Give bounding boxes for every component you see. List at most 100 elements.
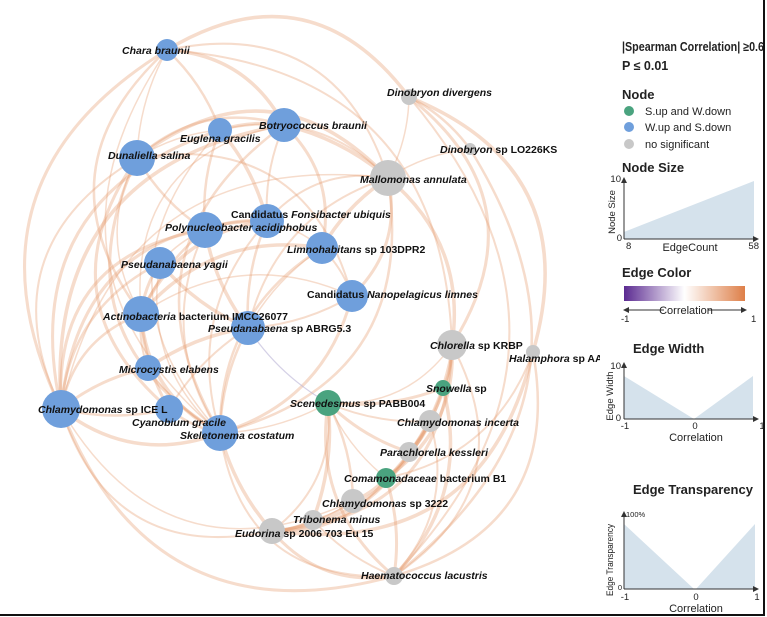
node-pabrg[interactable] bbox=[231, 311, 265, 345]
node-dinodiv[interactable] bbox=[401, 89, 417, 105]
positive-edge bbox=[166, 14, 411, 99]
node-haemato[interactable] bbox=[385, 567, 403, 585]
node-microcystis[interactable] bbox=[135, 355, 161, 381]
positive-edge bbox=[139, 243, 323, 316]
positive-edge bbox=[393, 96, 511, 577]
node-label-part: sp LO226KS bbox=[493, 144, 558, 156]
node-snowella[interactable] bbox=[435, 380, 451, 396]
node-chlam3222[interactable] bbox=[341, 489, 365, 513]
node-nanopel[interactable] bbox=[336, 280, 368, 312]
node-label-part: Skeletonema costatum bbox=[180, 430, 294, 442]
node-label-part: sp ICE L bbox=[123, 404, 169, 416]
positive-edge bbox=[116, 157, 142, 315]
node-label-part: Chara braunii bbox=[122, 45, 191, 57]
node-tribonema[interactable] bbox=[303, 510, 323, 530]
positive-edge bbox=[393, 351, 540, 578]
edge-width-ylabel: Edge Width bbox=[605, 371, 616, 420]
edge-width-title: Edge Width bbox=[633, 341, 704, 356]
node-label: Actinobacteria bacterium IMCC26077 bbox=[102, 311, 288, 323]
positive-edge bbox=[408, 95, 547, 353]
positive-edge bbox=[408, 95, 472, 150]
positive-edge bbox=[59, 407, 221, 447]
node-chlaminc[interactable] bbox=[419, 410, 441, 432]
node-eudorina[interactable] bbox=[259, 518, 285, 544]
node-label-part: sp bbox=[472, 383, 487, 395]
node-label: Tribonema minus bbox=[293, 514, 380, 526]
positive-edge bbox=[92, 49, 168, 315]
node-label: Parachlorella kessleri bbox=[380, 447, 489, 459]
positive-edge bbox=[166, 42, 389, 179]
node-label-part: Actinobacteria bbox=[102, 311, 176, 323]
node-label-part: bacterium IMCC26077 bbox=[176, 311, 288, 323]
node-chara[interactable] bbox=[156, 39, 178, 61]
node-label-part: Halamphora bbox=[509, 353, 570, 365]
node-label-part: Pseudanabaena yagii bbox=[121, 259, 229, 271]
positive-edge bbox=[59, 261, 161, 410]
edge-transparency-xmin: -1 bbox=[621, 592, 629, 603]
node-chlorella[interactable] bbox=[437, 330, 467, 360]
node-actino[interactable] bbox=[123, 296, 159, 332]
positive-edge bbox=[60, 408, 273, 539]
node-chlamice[interactable] bbox=[42, 390, 80, 428]
threshold-label: |Spearman Correlation| ≥0.6 bbox=[622, 40, 764, 54]
positive-edge bbox=[393, 344, 480, 577]
node-polynucleo[interactable] bbox=[187, 212, 223, 248]
positive-edge bbox=[23, 48, 168, 410]
blue-node-swatch bbox=[624, 122, 634, 132]
positive-edge bbox=[156, 262, 221, 434]
positive-edge bbox=[271, 420, 432, 533]
node-label: Limnohabitans sp 103DPR2 bbox=[287, 244, 425, 256]
node-label: Scenedesmus sp PABB004 bbox=[290, 398, 425, 410]
node-label: Candidatus Nanopelagicus limnes bbox=[307, 289, 478, 301]
edge-color-gradient bbox=[624, 286, 745, 301]
node-label: Halamphora sp AAB bbox=[509, 353, 600, 365]
positive-edge bbox=[271, 402, 330, 532]
edge-transparency-xlabel: Correlation bbox=[669, 603, 723, 615]
node-cyanobium[interactable] bbox=[155, 395, 183, 423]
node-label: Pseudanabaena yagii bbox=[121, 259, 229, 271]
node-comamo[interactable] bbox=[376, 468, 396, 488]
node-botryo[interactable] bbox=[267, 108, 301, 142]
edge-transparency-area-neg bbox=[624, 524, 694, 589]
positive-edge bbox=[392, 387, 453, 578]
green-node-swatch bbox=[624, 106, 634, 116]
positive-edge bbox=[384, 477, 399, 577]
node-label-part: Dunaliella salina bbox=[108, 150, 190, 162]
node-limno[interactable] bbox=[306, 232, 338, 264]
node-label-part: Microcystis elabens bbox=[119, 364, 219, 376]
node-parachlo[interactable] bbox=[399, 442, 419, 462]
node-label-part: sp AAB bbox=[570, 353, 600, 365]
edge-width-xmid: 0 bbox=[692, 421, 697, 432]
node-size-xlabel: EdgeCount bbox=[662, 242, 717, 254]
node-label: Cyanobium gracile bbox=[132, 417, 226, 429]
node-pyagii[interactable] bbox=[144, 247, 176, 279]
node-mallomonas[interactable] bbox=[370, 160, 406, 196]
labels-layer: Chara braunii Euglena gracilisBotryococcu… bbox=[38, 45, 600, 582]
node-size-ymin: 0 bbox=[617, 233, 622, 244]
edge-transparency-xmid: 0 bbox=[693, 592, 698, 603]
node-euglena[interactable] bbox=[208, 118, 232, 142]
correlation-network: Chara braunii Euglena gracilisBotryococcu… bbox=[23, 14, 600, 593]
node-fonsibacter[interactable] bbox=[250, 204, 284, 238]
node-halamphora[interactable] bbox=[526, 345, 540, 359]
node-dunaliella[interactable] bbox=[119, 140, 155, 176]
node-size-xmin: 8 bbox=[626, 241, 631, 252]
positive-edge bbox=[247, 177, 389, 329]
node-label-part: Chlamydomonas incerta bbox=[397, 417, 519, 429]
node-scenedesmus[interactable] bbox=[315, 390, 341, 416]
node-dinolo[interactable] bbox=[464, 143, 476, 155]
positive-edge bbox=[104, 49, 221, 434]
positive-edge bbox=[59, 408, 395, 593]
edge-width-xlabel: Correlation bbox=[669, 432, 723, 444]
positive-edge bbox=[59, 228, 206, 410]
edge-transparency-area-pos bbox=[696, 524, 755, 589]
node-label: Polynucleobacter acidiphobus bbox=[165, 222, 317, 234]
positive-edge bbox=[271, 351, 535, 536]
node-label: Chlamydomonas sp ICE L bbox=[38, 404, 168, 416]
node-size-area bbox=[624, 181, 754, 239]
node-label-part: Dinobryon bbox=[440, 144, 493, 156]
node-label-part: Candidatus bbox=[307, 289, 367, 301]
node-skeleto[interactable] bbox=[202, 415, 238, 451]
node-label: Pseudanabaena sp ABRG5.3 bbox=[208, 323, 351, 335]
